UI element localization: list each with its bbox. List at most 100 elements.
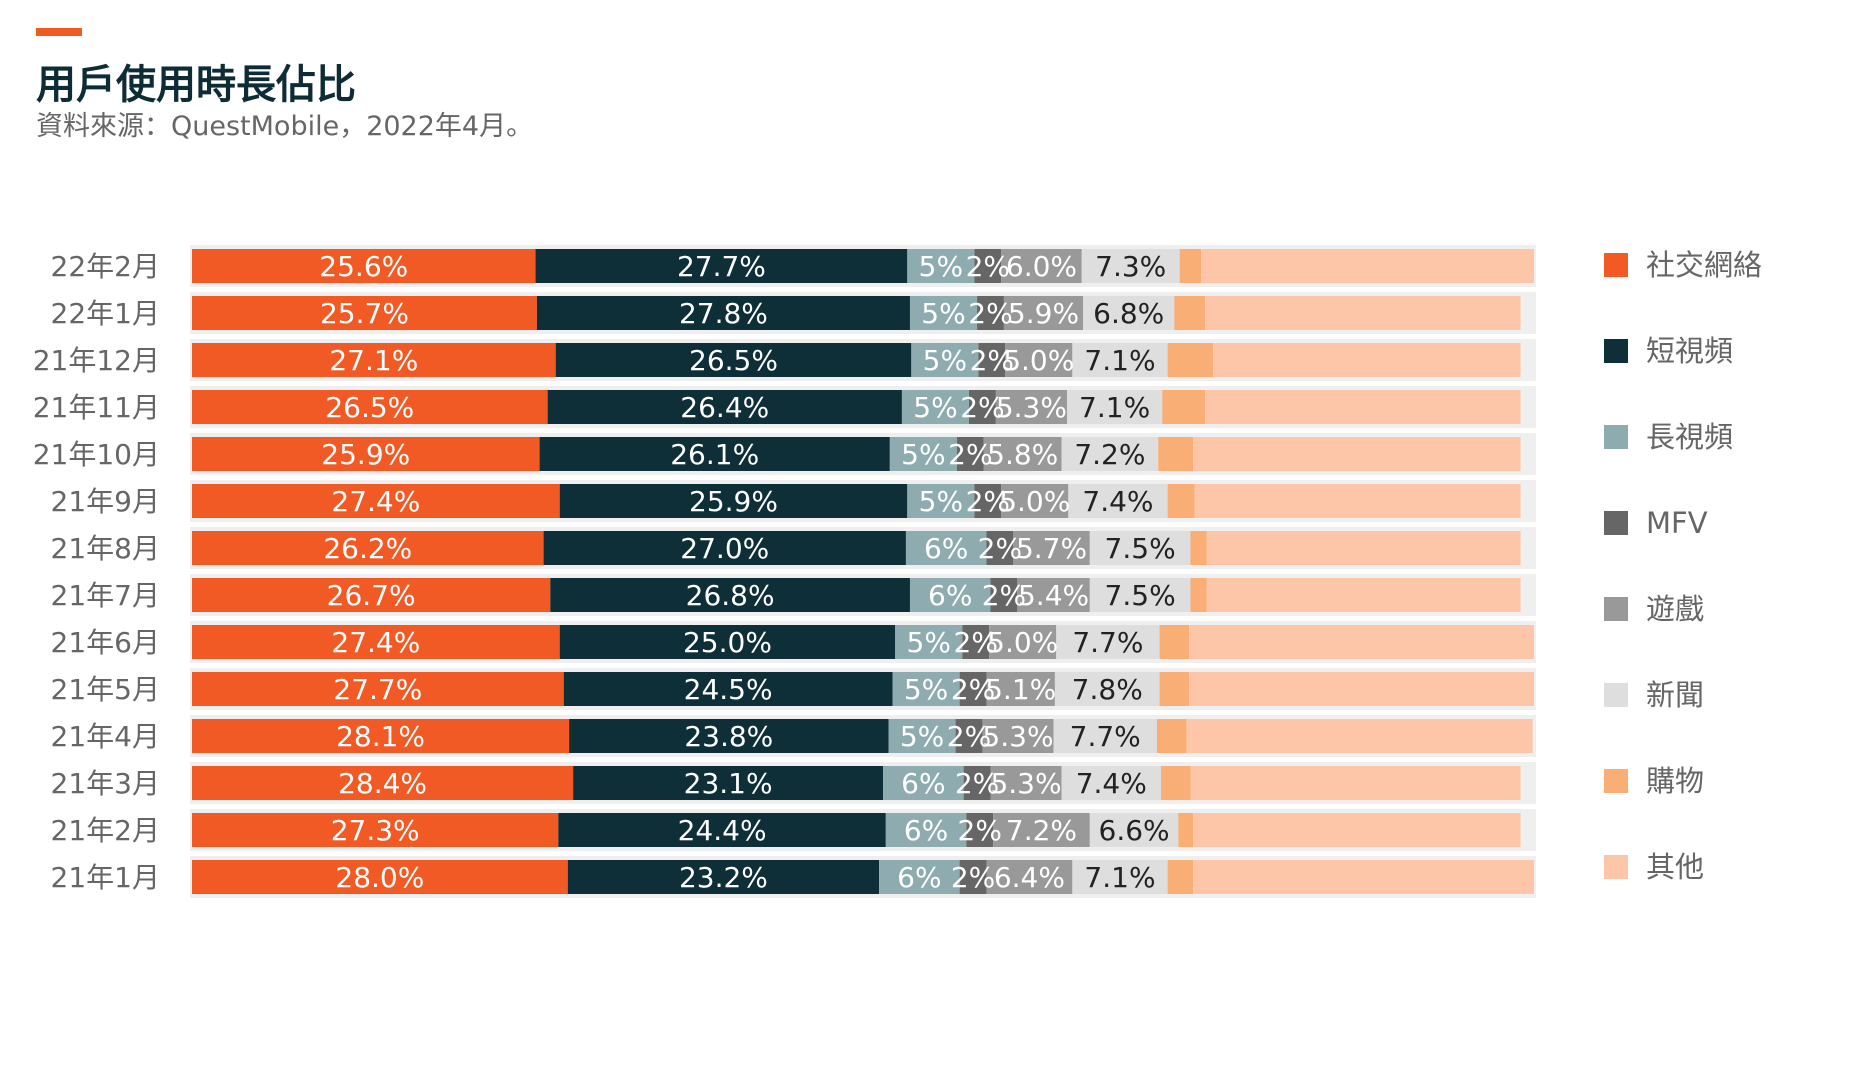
category-label: 21年1月 [51, 861, 160, 894]
bar-segment [1194, 484, 1521, 518]
data-label: 5.0% [1003, 344, 1074, 377]
chart-title: 用戶使用時長佔比 [36, 62, 356, 108]
bar-segment [192, 578, 551, 612]
bar-segment [1005, 343, 1073, 377]
category-label: 21年8月 [51, 532, 160, 565]
bar-segment [907, 484, 975, 518]
bar-segment [974, 249, 1002, 283]
legend-label: 長視頻 [1646, 420, 1733, 454]
bar-segment [1167, 860, 1194, 894]
data-label: 5% [921, 297, 965, 330]
data-label: 5% [923, 344, 967, 377]
bar-segment [888, 719, 956, 753]
bar-segment [989, 625, 1057, 659]
data-label: 26.4% [680, 391, 769, 424]
data-label: 5.4% [1018, 579, 1089, 612]
data-label: 23.8% [684, 720, 773, 753]
bar-segment [535, 249, 908, 283]
data-label: 27.7% [333, 673, 422, 706]
bar-segment [1017, 578, 1090, 612]
bar-segment [1056, 625, 1160, 659]
data-label: 5.3% [996, 391, 1067, 424]
data-label: 28.0% [335, 861, 424, 894]
data-label: 24.4% [678, 814, 767, 847]
bar-segment [892, 672, 960, 706]
bar-segment [559, 484, 908, 518]
data-label: 5.0% [999, 485, 1070, 518]
bar-segment [978, 343, 1006, 377]
data-label: 7.4% [1082, 485, 1153, 518]
chart-subtitle: 資料來源：QuestMobile，2022年4月。 [36, 111, 534, 142]
data-label: 7.7% [1070, 720, 1141, 753]
data-label: 2% [951, 673, 995, 706]
bar-segment [1193, 437, 1521, 471]
bar-segment [1083, 296, 1175, 330]
bar-segment [986, 860, 1073, 894]
bar-segment [909, 296, 978, 330]
bar-segment [1013, 531, 1090, 565]
bar-segment [1001, 484, 1069, 518]
bar-segment [1206, 578, 1521, 612]
data-label: 7.5% [1105, 532, 1176, 565]
data-label: 25.9% [321, 438, 410, 471]
bar-segment [192, 343, 556, 377]
bar-segment [986, 672, 1055, 706]
data-label: 28.4% [338, 767, 427, 800]
data-label: 5% [919, 250, 963, 283]
data-label: 7.1% [1084, 861, 1155, 894]
bar-segment [982, 719, 1054, 753]
data-label: 5% [919, 485, 963, 518]
bar-segment [573, 766, 884, 800]
data-label: 5.3% [990, 767, 1061, 800]
bar-segment [1081, 249, 1180, 283]
legend-swatch [1604, 597, 1628, 621]
data-label: 7.2% [1006, 814, 1077, 847]
data-label: 2% [948, 438, 992, 471]
data-label: 2% [978, 532, 1022, 565]
data-label: 27.4% [331, 485, 420, 518]
data-label: 2% [951, 861, 995, 894]
bar-segment [993, 813, 1090, 847]
data-label: 27.3% [331, 814, 420, 847]
bar-segment [1156, 719, 1187, 753]
bar-segment [895, 625, 963, 659]
legend-label: 遊戲 [1646, 592, 1704, 626]
data-label: 5% [904, 673, 948, 706]
legend-swatch [1604, 855, 1628, 879]
legend-label: 購物 [1646, 764, 1704, 798]
bar-segment [1190, 766, 1521, 800]
category-label: 21年12月 [33, 344, 160, 377]
bar-segment [983, 437, 1062, 471]
data-label: 25.7% [320, 297, 409, 330]
legend-swatch [1604, 339, 1628, 363]
bar-segment [1190, 531, 1207, 565]
bar-segment [1190, 578, 1207, 612]
data-label: 25.0% [683, 626, 772, 659]
data-label: 23.1% [684, 767, 773, 800]
bar-segment [889, 437, 957, 471]
data-label: 7.4% [1076, 767, 1147, 800]
category-label: 22年2月 [51, 250, 160, 283]
bar-segment [986, 531, 1014, 565]
legend-label: 短視頻 [1646, 334, 1733, 368]
data-label: 6% [901, 767, 945, 800]
bar-segment [963, 766, 991, 800]
bar-segment [1068, 484, 1168, 518]
bar-segment [1061, 766, 1161, 800]
data-label: 7.1% [1079, 391, 1150, 424]
legend-swatch [1604, 511, 1628, 535]
data-label: 5.7% [1016, 532, 1087, 565]
bar-segment [1193, 860, 1534, 894]
data-label: 2% [947, 720, 991, 753]
bar-segment [879, 860, 960, 894]
data-label: 24.5% [684, 673, 773, 706]
bar-segment [911, 343, 979, 377]
category-label: 21年3月 [51, 767, 160, 800]
bar-segment [959, 672, 987, 706]
bar-segment [990, 766, 1062, 800]
bar-segment [1205, 296, 1521, 330]
bar-segment [569, 719, 889, 753]
category-label: 21年4月 [51, 720, 160, 753]
